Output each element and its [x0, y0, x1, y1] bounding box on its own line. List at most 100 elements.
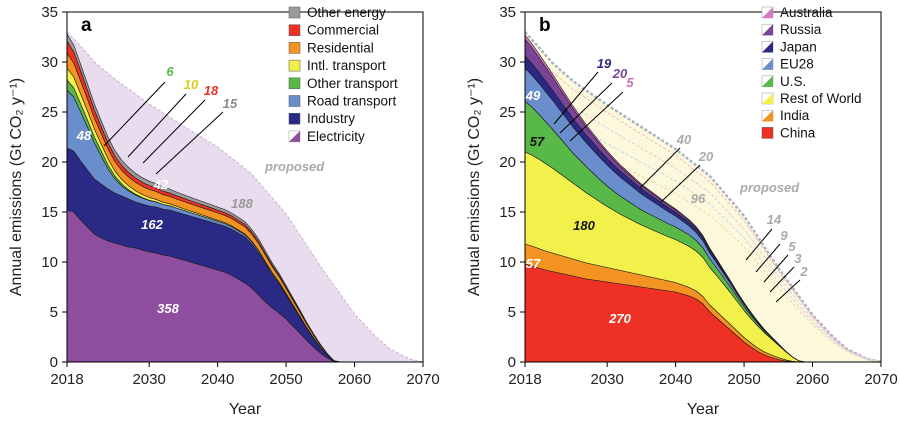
- legend-item: Residential: [288, 40, 374, 55]
- legend-label: Other transport: [307, 76, 398, 91]
- annotation-leader: [142, 99, 206, 164]
- legend-swatch: [762, 24, 773, 36]
- annotation-label: 96: [691, 191, 706, 206]
- annotation-label: 9: [780, 228, 788, 243]
- annotation-leader: [103, 81, 166, 147]
- y-tick-label: 20: [499, 154, 516, 171]
- legend-item: Road transport: [288, 94, 397, 109]
- annotation-label: 2: [799, 264, 808, 279]
- legend-swatch: [762, 41, 773, 53]
- y-tick-label: 15: [41, 204, 58, 221]
- legend-item: EU28: [761, 57, 814, 72]
- annotation-leader: [559, 82, 613, 134]
- legend-label: Australia: [780, 5, 833, 20]
- legend-item: Other energy: [288, 5, 386, 20]
- x-tick-label: 2070: [406, 371, 439, 388]
- proposed-band-line: [524, 61, 882, 363]
- annotation-leader: [553, 71, 599, 125]
- legend-swatch: [762, 58, 773, 70]
- proposed-boundary: [66, 31, 424, 363]
- legend-label: India: [780, 108, 810, 123]
- annotation-label: 20: [698, 149, 714, 164]
- legend-swatch: [762, 93, 773, 104]
- annotation-label: 5: [626, 75, 634, 90]
- series-total-label: 49: [525, 88, 541, 103]
- legend-swatch: [288, 95, 301, 107]
- y-tick-label: 15: [499, 204, 516, 221]
- series-total-label: 57: [526, 256, 541, 271]
- y-tick-label: 5: [508, 304, 516, 321]
- legend-label: China: [780, 125, 816, 140]
- annotation-leader: [775, 279, 801, 303]
- x-tick-label: 2018: [508, 371, 541, 388]
- legend-item: China: [761, 125, 816, 140]
- panel-label: b: [539, 15, 551, 36]
- y-tick-label: 10: [41, 254, 58, 271]
- legend-swatch: [762, 7, 773, 18]
- annotation-label: 15: [223, 96, 238, 111]
- legend-item: U.S.: [761, 74, 806, 89]
- x-axis-label: Year: [229, 401, 262, 418]
- series-total-label: 57: [530, 134, 545, 149]
- legend-label: Residential: [307, 40, 374, 55]
- legend-swatch: [288, 112, 301, 125]
- legend-item: Intl. transport: [288, 58, 386, 73]
- x-tick-label: 2050: [727, 371, 760, 388]
- annotation-leader: [155, 111, 224, 175]
- series-total-label: 270: [608, 311, 631, 326]
- y-tick-label: 0: [508, 354, 516, 371]
- y-tick-label: 10: [499, 254, 516, 271]
- legend-item: Other transport: [288, 76, 398, 91]
- legend-swatch: [289, 130, 300, 142]
- annotation-leader: [769, 266, 795, 293]
- legend-swatch: [288, 42, 301, 54]
- y-tick-label: 35: [41, 4, 58, 21]
- annotation-label: 40: [676, 132, 692, 147]
- legend-item: Russia: [761, 22, 822, 37]
- annotation-leader: [569, 91, 624, 142]
- y-tick-label: 20: [41, 154, 58, 171]
- annotation-leader: [127, 93, 187, 158]
- legend-item: Japan: [761, 39, 817, 54]
- legend-swatch: [288, 77, 301, 90]
- annotation-label: 20: [612, 66, 628, 81]
- plot-frame: [66, 11, 424, 363]
- legend-swatch: [761, 127, 774, 139]
- annotation-leader: [755, 243, 781, 273]
- legend-label: Industry: [307, 111, 355, 126]
- series-total-label: 48: [76, 128, 92, 143]
- annotation-label: 3: [794, 251, 802, 266]
- x-tick-label: 2060: [796, 371, 829, 388]
- series-total-label: 162: [141, 217, 163, 232]
- y-tick-label: 35: [499, 4, 516, 21]
- annotation-label: 5: [788, 239, 796, 254]
- legend-swatch: [288, 59, 301, 72]
- x-tick-label: 2040: [659, 371, 692, 388]
- legend-label: EU28: [780, 57, 814, 72]
- legend-label: Road transport: [307, 94, 397, 109]
- legend-label: Electricity: [307, 129, 365, 144]
- series-total-label: 358: [157, 301, 179, 316]
- x-tick-label: 2030: [590, 371, 623, 388]
- y-tick-label: 25: [499, 104, 516, 121]
- annotation-leader: [660, 164, 701, 203]
- legend-label: Rest of World: [780, 91, 862, 106]
- y-tick-label: 5: [50, 304, 58, 321]
- legend-label: Other energy: [307, 5, 386, 20]
- x-tick-label: 2070: [864, 371, 897, 388]
- y-axis-label: Annual emissions (Gt CO₂ y⁻¹): [466, 78, 483, 296]
- proposed-label: proposed: [739, 180, 800, 195]
- y-tick-label: 0: [50, 354, 58, 371]
- y-axis-label: Annual emissions (Gt CO₂ y⁻¹): [8, 78, 25, 296]
- legend-swatch: [288, 6, 301, 19]
- series-total-label: 180: [573, 218, 595, 233]
- legend-item: Industry: [288, 111, 355, 126]
- annotation-leader: [745, 228, 773, 261]
- legend-label: Japan: [780, 39, 817, 54]
- legend-swatch: [762, 110, 773, 122]
- legend-swatch: [762, 75, 773, 87]
- panel-a: 0 5 10 15 20 25 30 35 2018 2030 2040 2050 2060 2070 Ye…: [8, 4, 440, 418]
- area-australia: [524, 34, 806, 363]
